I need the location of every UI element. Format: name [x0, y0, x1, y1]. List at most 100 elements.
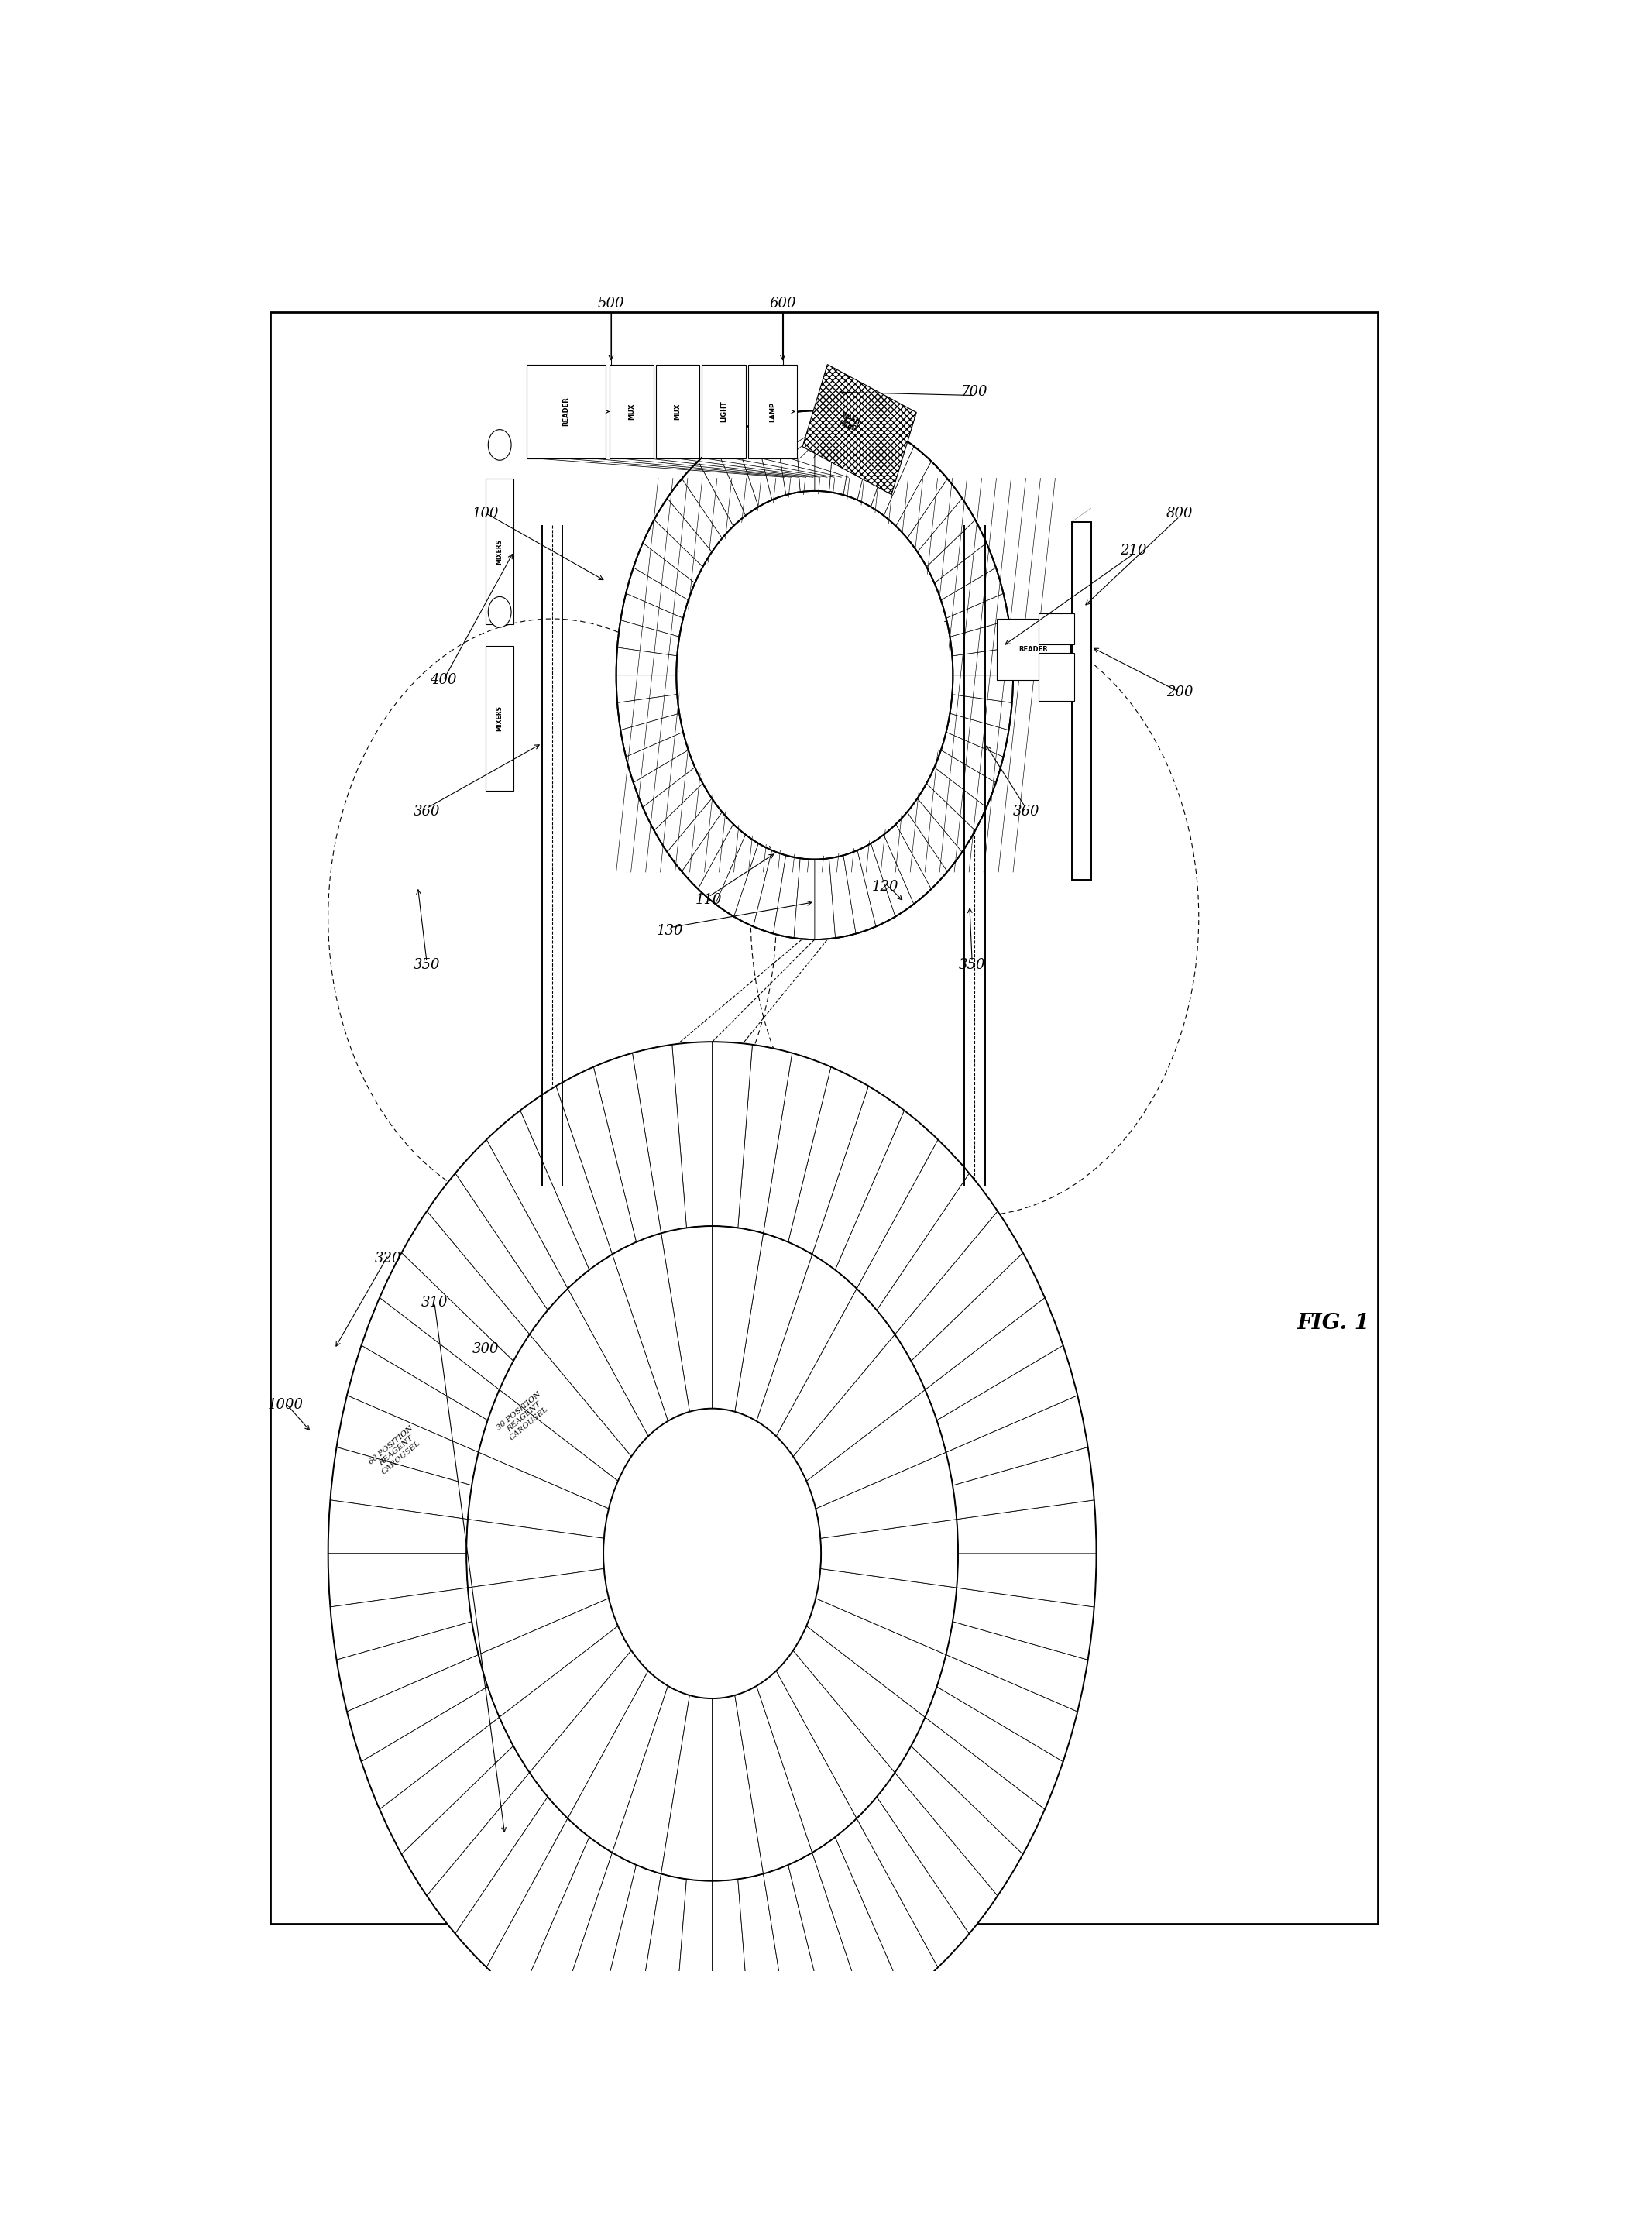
Wedge shape	[337, 1395, 479, 1486]
Bar	[1072, 547, 1092, 574]
Wedge shape	[733, 844, 771, 926]
Wedge shape	[699, 824, 745, 904]
Wedge shape	[795, 410, 814, 492]
Wedge shape	[426, 1174, 548, 1333]
Wedge shape	[530, 1289, 648, 1457]
Wedge shape	[672, 1878, 712, 2064]
Wedge shape	[925, 1686, 1064, 1810]
Text: READER: READER	[1019, 647, 1047, 653]
Wedge shape	[757, 1254, 857, 1435]
Text: 300: 300	[472, 1342, 499, 1356]
Wedge shape	[654, 498, 712, 567]
Wedge shape	[952, 647, 1013, 676]
Wedge shape	[330, 1446, 472, 1519]
Text: 100: 100	[472, 507, 499, 521]
Wedge shape	[661, 1227, 712, 1411]
Text: 110: 110	[695, 893, 722, 908]
Bar	[271, 312, 1378, 1923]
Text: READER: READER	[563, 396, 570, 425]
Wedge shape	[895, 1212, 1023, 1360]
Wedge shape	[942, 731, 1003, 782]
Wedge shape	[626, 567, 689, 618]
Bar	[1072, 804, 1092, 828]
Wedge shape	[952, 676, 1013, 702]
Wedge shape	[857, 1796, 970, 1967]
Bar	[610, 365, 653, 459]
Text: MUX: MUX	[628, 403, 634, 421]
Text: 400: 400	[430, 673, 456, 687]
Wedge shape	[735, 1234, 813, 1422]
Bar	[996, 618, 1070, 680]
Wedge shape	[715, 835, 758, 917]
Wedge shape	[895, 461, 948, 538]
Text: 700: 700	[961, 385, 988, 399]
Wedge shape	[907, 478, 961, 552]
Wedge shape	[773, 412, 800, 494]
Wedge shape	[935, 751, 996, 806]
Wedge shape	[917, 498, 975, 567]
Wedge shape	[942, 567, 1003, 618]
Wedge shape	[877, 1772, 998, 1934]
Wedge shape	[836, 1819, 938, 1996]
Text: 600: 600	[770, 297, 796, 310]
Wedge shape	[633, 1045, 687, 1234]
Wedge shape	[401, 1212, 530, 1360]
Wedge shape	[857, 844, 895, 926]
Bar	[527, 365, 606, 459]
Wedge shape	[712, 1694, 763, 1881]
Wedge shape	[654, 784, 712, 853]
Wedge shape	[667, 797, 722, 870]
Wedge shape	[947, 594, 1009, 638]
Wedge shape	[593, 1865, 661, 2053]
Bar	[702, 365, 745, 459]
Wedge shape	[912, 1254, 1044, 1389]
Wedge shape	[621, 594, 684, 638]
Text: 130: 130	[656, 924, 684, 937]
Bar	[748, 365, 796, 459]
Wedge shape	[456, 1139, 568, 1309]
Wedge shape	[788, 1852, 869, 2040]
Wedge shape	[738, 1045, 791, 1234]
Bar	[486, 647, 514, 791]
Wedge shape	[347, 1345, 487, 1453]
Wedge shape	[568, 1670, 667, 1852]
Wedge shape	[776, 1650, 895, 1819]
Text: 350: 350	[958, 959, 986, 972]
Wedge shape	[884, 445, 932, 527]
Wedge shape	[816, 1453, 957, 1539]
Wedge shape	[953, 1588, 1094, 1659]
Bar	[1072, 855, 1092, 879]
Text: 1000: 1000	[268, 1398, 304, 1413]
Wedge shape	[793, 1333, 925, 1482]
Circle shape	[679, 494, 950, 855]
Bar	[1072, 828, 1092, 855]
Wedge shape	[884, 824, 932, 904]
Wedge shape	[947, 713, 1009, 758]
Wedge shape	[672, 1041, 712, 1227]
Wedge shape	[330, 1588, 472, 1659]
Wedge shape	[699, 445, 745, 527]
Wedge shape	[912, 1717, 1044, 1854]
Wedge shape	[917, 784, 975, 853]
Wedge shape	[380, 1717, 514, 1854]
Circle shape	[603, 1409, 821, 1699]
Wedge shape	[618, 620, 679, 656]
Wedge shape	[499, 1333, 631, 1482]
Wedge shape	[821, 1519, 958, 1588]
Wedge shape	[557, 1068, 636, 1254]
Wedge shape	[895, 1745, 1023, 1896]
Wedge shape	[957, 1553, 1097, 1606]
Bar	[1039, 653, 1074, 700]
Bar	[486, 478, 514, 625]
Bar	[1072, 521, 1092, 879]
Text: 320: 320	[375, 1251, 401, 1265]
Wedge shape	[568, 1254, 667, 1435]
Wedge shape	[871, 434, 914, 516]
Wedge shape	[613, 1686, 689, 1874]
Wedge shape	[829, 855, 856, 937]
Wedge shape	[907, 797, 961, 870]
Polygon shape	[803, 365, 917, 494]
Wedge shape	[813, 1836, 904, 2020]
Wedge shape	[401, 1745, 530, 1896]
Bar	[1039, 614, 1074, 645]
